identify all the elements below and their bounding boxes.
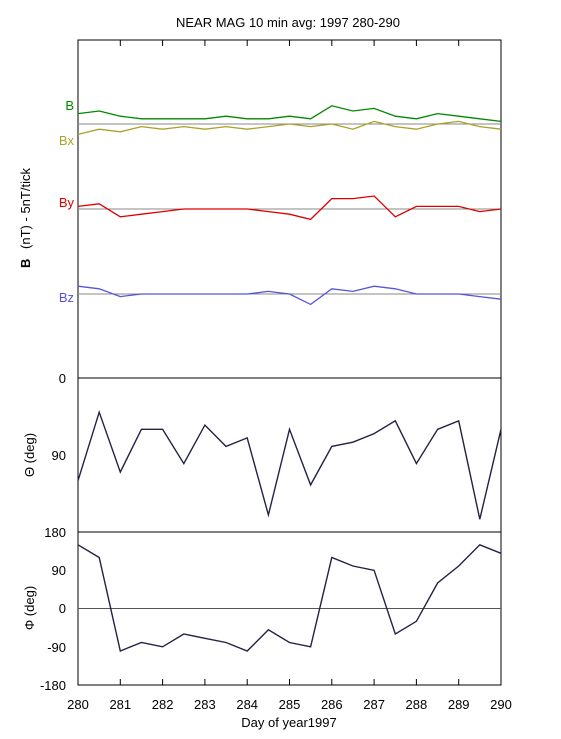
phi-tick-minus-90: -90	[47, 640, 66, 655]
series-bx-line	[77, 120, 502, 136]
phi-line	[77, 543, 502, 652]
x-tick-label: 285	[279, 697, 301, 712]
phi-tick-0: 0	[59, 601, 66, 616]
field-ylabel-b: B	[18, 259, 33, 268]
x-tick-label: 282	[152, 697, 174, 712]
phi-tick-minus-180: -180	[40, 678, 66, 693]
x-tick-label: 288	[406, 697, 428, 712]
series-bz-line	[77, 285, 502, 306]
x-tick-label: 283	[194, 697, 216, 712]
theta-panel: 90 Θ (deg)	[22, 377, 502, 533]
phi-tick-90: 90	[52, 563, 66, 578]
field-ylabel-rest: (nT) - 5nT/tick	[18, 168, 33, 249]
series-by-line	[77, 195, 502, 221]
series-by-label: By	[59, 195, 75, 210]
x-tick-label: 280	[67, 697, 89, 712]
x-axis-label: Day of year1997	[241, 715, 336, 730]
theta-tick-90: 90	[52, 448, 66, 463]
theta-ylabel: Θ (deg)	[22, 433, 37, 477]
series-bx-label: Bx	[59, 133, 75, 148]
chart-title: NEAR MAG 10 min avg: 1997 280-290	[176, 15, 400, 30]
x-axis-ticks: 280 281 282 283 284 285 286 287 288 289 290	[67, 40, 512, 712]
x-tick-label: 289	[448, 697, 470, 712]
phi-ylabel: Φ (deg)	[22, 586, 37, 630]
field-ylabel: B (nT) - 5nT/tick	[18, 168, 33, 268]
series-b-label: B	[65, 98, 74, 113]
x-tick-label: 287	[363, 697, 385, 712]
theta-panel-frame	[77, 377, 502, 533]
phi-panel: 180 90 0 -90 -180 Φ (deg)	[22, 525, 502, 693]
series-bz-label: Bz	[59, 290, 74, 305]
x-tick-label: 281	[109, 697, 131, 712]
series-b-line	[77, 105, 502, 123]
theta-line	[77, 409, 502, 520]
x-tick-label: 290	[490, 697, 512, 712]
field-panel: B Bx By Bz 0 B (nT) - 5nT/tick	[18, 39, 502, 386]
x-tick-label: 284	[236, 697, 258, 712]
field-zero-tick: 0	[59, 371, 66, 386]
phi-tick-180: 180	[44, 525, 66, 540]
x-tick-label: 286	[321, 697, 343, 712]
